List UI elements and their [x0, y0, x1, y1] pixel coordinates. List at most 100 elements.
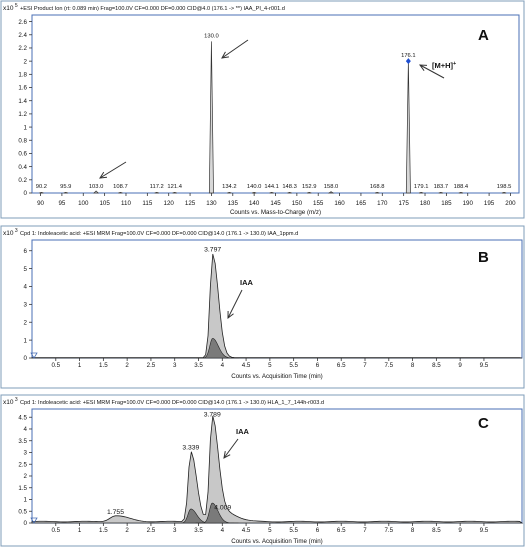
panel-letter: B [478, 249, 489, 266]
y-tick-label: 2.6 [18, 19, 27, 26]
y-tick-label: 3 [24, 450, 28, 457]
spectrum-peak [307, 191, 312, 194]
arrow-precursor-head [418, 64, 428, 71]
x-tick-label: 90 [37, 200, 44, 207]
spectrum-peak [227, 191, 232, 194]
spectrum-peak [39, 191, 44, 194]
x-tick-label: 135 [228, 200, 239, 207]
arrow-130-shaft [221, 39, 249, 59]
spectrum-peak [458, 191, 464, 194]
x-tick-label: 105 [99, 200, 110, 207]
x-tick-label: 115 [142, 200, 152, 207]
spectrum-peak [501, 191, 507, 194]
x-axis-label: Counts vs. Acquisition Time (min) [231, 373, 322, 380]
x-tick-label: 4 [221, 362, 225, 369]
x-tick-label: 1 [78, 362, 82, 369]
x-tick-label: 125 [185, 200, 196, 207]
origin-marker [30, 517, 38, 524]
multiplier-exponent: 3 [13, 397, 17, 403]
x-axis-label: Counts vs. Acquisition Time (min) [231, 538, 322, 545]
chromatogram-trace [31, 253, 523, 359]
chart-title: Cpd 1: Indoleacetic acid: +ESI MRM Frag=… [20, 400, 324, 406]
multiplier-base: x10 [3, 399, 14, 406]
peak-label: 90.2 [36, 184, 47, 190]
y-tick-label: 1 [24, 124, 28, 131]
arrow-precursor-shaft [419, 64, 445, 79]
precursor-marker [405, 58, 411, 65]
peak-label: 121.4 [167, 184, 182, 190]
x-tick-label: 8 [411, 362, 415, 369]
x-tick-label: 2 [125, 362, 129, 369]
x-tick-label: 6.5 [337, 527, 346, 534]
qualifier-peak [195, 502, 239, 524]
peak-label: 117.2 [150, 184, 164, 190]
x-tick-label: 95 [58, 200, 65, 207]
y-tick-label: 2 [24, 58, 28, 65]
spectrum-peak [251, 191, 257, 194]
chart-title: +ESI Product Ion (rt: 0.089 min) Frag=10… [20, 6, 285, 12]
annotation-sup: + [453, 61, 456, 67]
y-tick-label: 0.8 [18, 137, 27, 144]
x-tick-label: 7.5 [384, 527, 393, 534]
x-tick-label: 195 [484, 200, 495, 207]
multiplier-base: x10 [3, 5, 14, 12]
x-tick-label: 4.5 [242, 362, 251, 369]
x-tick-label: 8 [411, 527, 415, 534]
y-tick-label: 0.4 [18, 164, 27, 171]
x-tick-label: 1 [78, 527, 82, 534]
x-axis-label: Counts vs. Mass-to-Charge (m/z) [230, 209, 321, 216]
peak-label: 188.4 [454, 184, 469, 190]
arrow-iaa-head [227, 310, 234, 320]
x-tick-label: 150 [292, 200, 303, 207]
x-tick-label: 9 [458, 527, 462, 534]
peak-label: 183.7 [434, 184, 449, 190]
peak-label: 130.0 [204, 33, 219, 39]
x-tick-label: 3 [173, 362, 177, 369]
y-tick-label: 2 [24, 473, 28, 480]
peak-label: 179.1 [414, 184, 429, 190]
y-tick-label: 5 [24, 266, 28, 273]
x-tick-label: 0.5 [51, 527, 60, 534]
x-tick-label: 9.5 [480, 527, 489, 534]
spectrum-peak [63, 191, 68, 194]
y-tick-label: 1.5 [18, 485, 27, 492]
peak-label: 148.3 [282, 184, 297, 190]
y-tick-label: 4.5 [18, 414, 27, 421]
x-tick-label: 200 [505, 200, 516, 207]
y-tick-label: 1.4 [18, 98, 27, 105]
x-tick-label: 130 [206, 200, 217, 207]
x-tick-label: 2 [125, 527, 129, 534]
origin-marker [30, 352, 38, 359]
spectrum-peak [405, 61, 411, 194]
peak-label: 168.8 [370, 184, 385, 190]
x-tick-label: 180 [420, 200, 431, 207]
x-tick-label: 1.5 [99, 527, 108, 534]
y-tick-label: 1.2 [18, 111, 27, 118]
x-tick-label: 185 [441, 200, 452, 207]
y-tick-label: 0.2 [18, 177, 27, 184]
x-tick-label: 5.5 [289, 362, 298, 369]
arrow-130-head [221, 51, 229, 59]
x-tick-label: 9.5 [480, 362, 489, 369]
x-tick-label: 5 [268, 362, 272, 369]
x-tick-label: 4 [221, 527, 225, 534]
y-tick-label: 4 [24, 284, 28, 291]
arrow-iaa-head [223, 451, 231, 459]
chart-panel-a: +ESI Product Ion (rt: 0.089 min) Frag=10… [0, 0, 525, 219]
spectrum-peak [327, 191, 335, 194]
y-multiplier: x10 3 [3, 397, 18, 406]
peak-rt-label: 3.789 [204, 412, 221, 419]
panel-frame [0, 394, 525, 547]
chart-panel-b: Cpd 1: Indoleacetic acid: +ESI MRM Frag=… [0, 225, 525, 389]
chart-title: Cpd 1: Indoleacetic acid: +ESI MRM Frag=… [20, 231, 298, 237]
x-tick-label: 8.5 [432, 527, 441, 534]
peak-rt-label: 1.755 [107, 509, 124, 516]
x-tick-label: 190 [463, 200, 474, 207]
y-tick-label: 3.5 [18, 438, 27, 445]
x-tick-label: 100 [78, 200, 89, 207]
peak-label: 103.0 [89, 184, 104, 190]
x-tick-label: 160 [334, 200, 345, 207]
y-tick-label: 2 [24, 319, 28, 326]
